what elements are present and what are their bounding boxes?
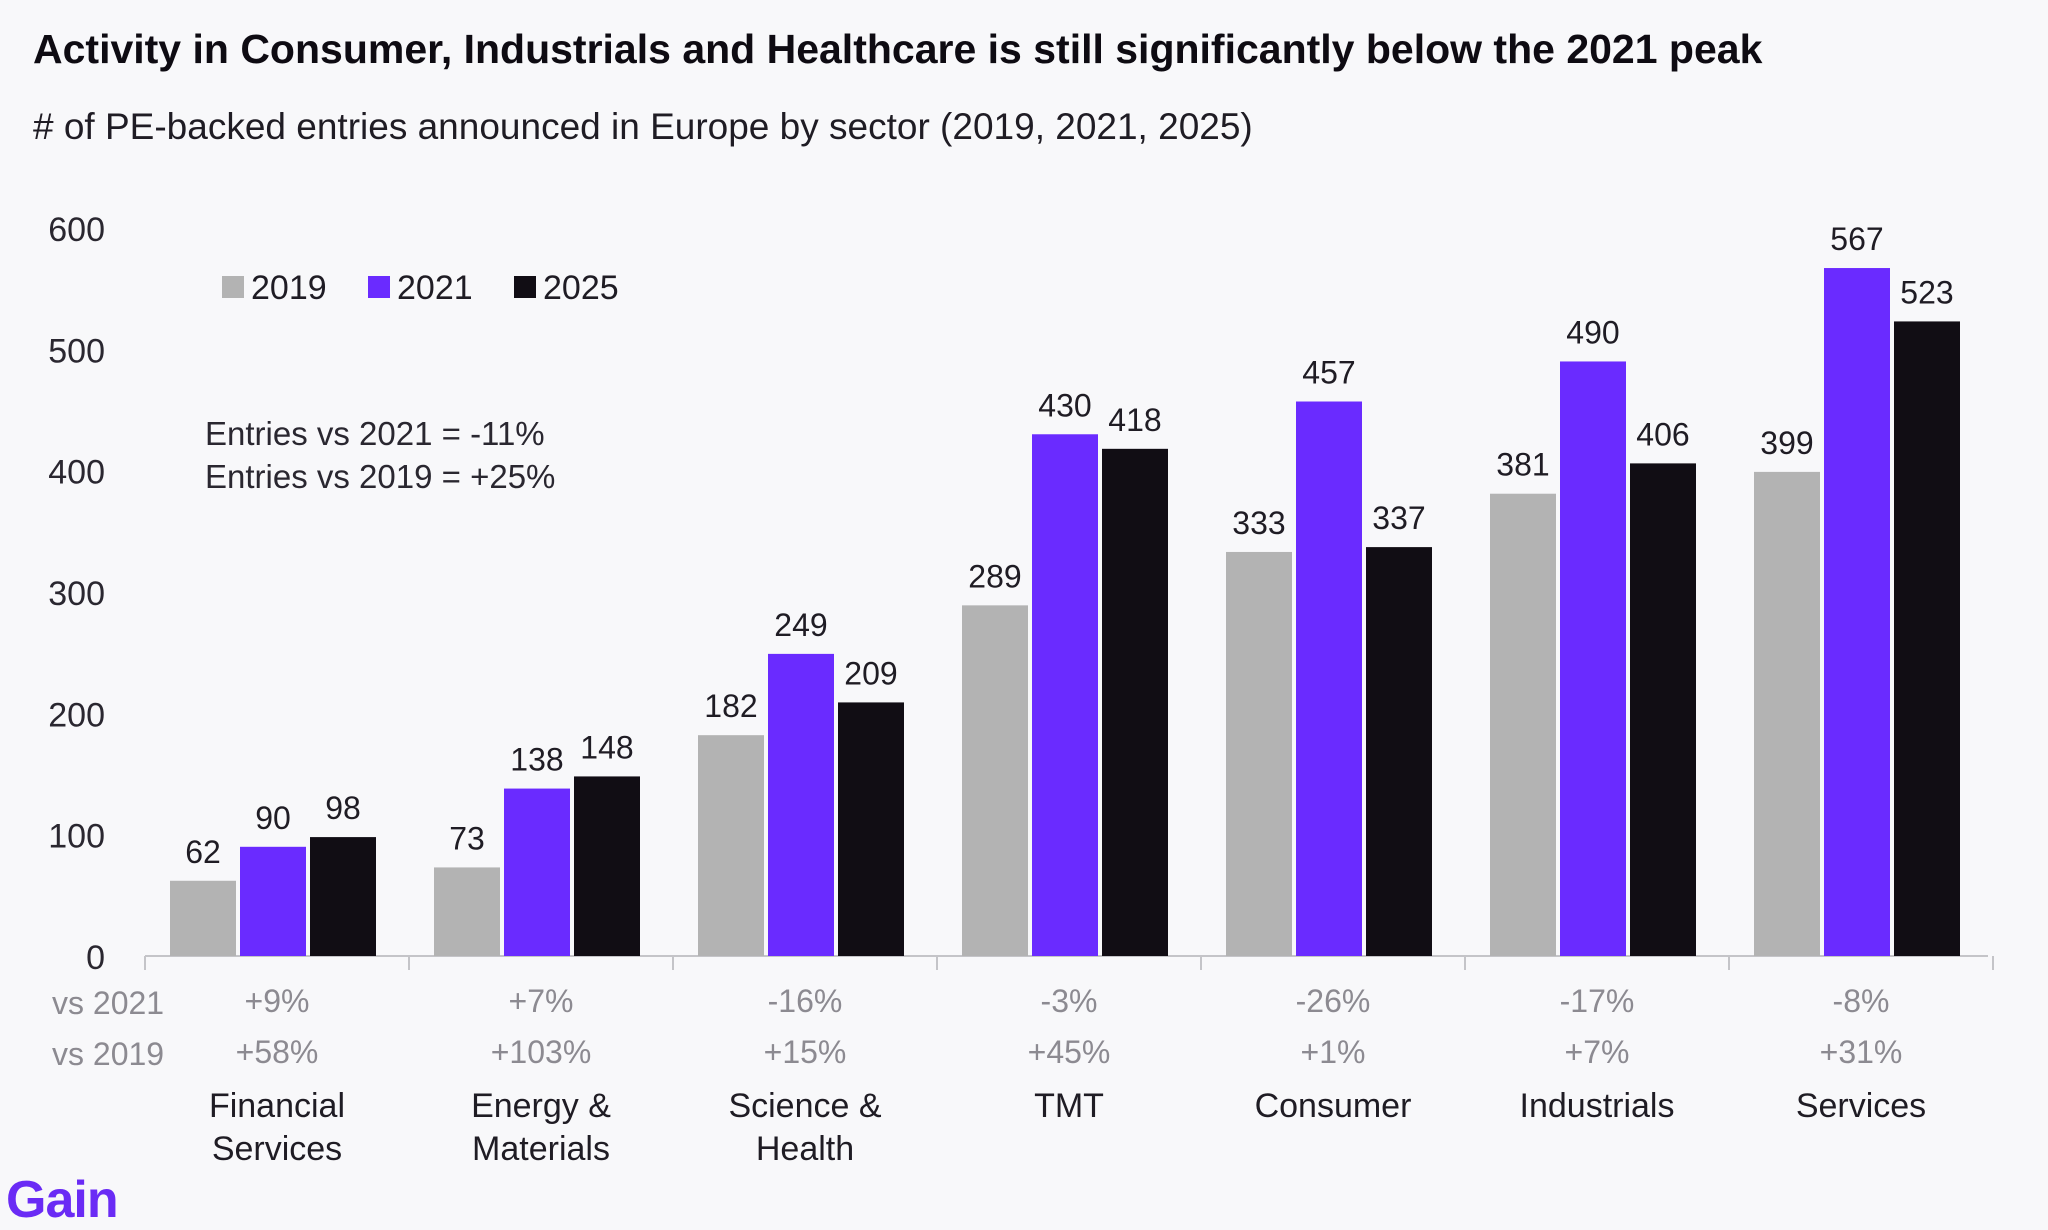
comparison-value: +9% bbox=[245, 983, 310, 1019]
category-label: Consumer bbox=[1255, 1087, 1412, 1125]
category-label: Energy & bbox=[471, 1087, 611, 1125]
category-label: Science & bbox=[728, 1087, 881, 1125]
y-tick-label: 500 bbox=[48, 332, 105, 370]
data-label: 457 bbox=[1302, 355, 1355, 391]
data-label: 62 bbox=[185, 834, 221, 870]
comparison-value: +58% bbox=[236, 1034, 319, 1070]
legend-label: 2019 bbox=[251, 269, 327, 307]
comparison-value: +7% bbox=[1565, 1034, 1630, 1070]
bar-2025 bbox=[1894, 321, 1960, 957]
bar-2019 bbox=[170, 880, 236, 956]
comparison-value: -8% bbox=[1833, 983, 1890, 1019]
legend-swatch-2025 bbox=[514, 276, 536, 298]
bar-2019 bbox=[1490, 493, 1556, 956]
data-label: 209 bbox=[844, 655, 897, 691]
bar-2021 bbox=[1560, 361, 1626, 956]
bar-2021 bbox=[1032, 434, 1098, 956]
data-label: 98 bbox=[325, 790, 361, 826]
y-tick-label: 300 bbox=[48, 575, 105, 613]
bar-2021 bbox=[1824, 268, 1890, 956]
bar-2019 bbox=[698, 735, 764, 956]
category-label: Industrials bbox=[1520, 1087, 1675, 1125]
chart-title: Activity in Consumer, Industrials and He… bbox=[33, 26, 1763, 72]
data-label: 337 bbox=[1372, 500, 1425, 536]
bar-2025 bbox=[574, 776, 640, 956]
summary-annotation: Entries vs 2019 = +25% bbox=[205, 458, 555, 495]
comparison-row-label: vs 2021 bbox=[52, 985, 164, 1021]
data-label: 490 bbox=[1566, 314, 1619, 350]
legend-swatch-2021 bbox=[368, 276, 390, 298]
category-label: Services bbox=[1796, 1087, 1926, 1125]
data-label: 333 bbox=[1232, 505, 1285, 541]
y-tick-label: 100 bbox=[48, 818, 105, 856]
comparison-value: -26% bbox=[1296, 983, 1371, 1019]
comparison-value: +15% bbox=[764, 1034, 847, 1070]
bar-2025 bbox=[310, 837, 376, 956]
y-tick-label: 600 bbox=[48, 211, 105, 249]
comparison-value: +45% bbox=[1028, 1034, 1111, 1070]
data-label: 418 bbox=[1108, 402, 1161, 438]
y-tick-label: 400 bbox=[48, 454, 105, 492]
category-label: Materials bbox=[472, 1130, 610, 1168]
chart-subtitle: # of PE-backed entries announced in Euro… bbox=[33, 106, 1253, 147]
data-label: 406 bbox=[1636, 416, 1689, 452]
bar-2025 bbox=[1630, 463, 1696, 956]
data-label: 399 bbox=[1760, 425, 1813, 461]
gain-logo: Gain bbox=[6, 1171, 119, 1229]
y-tick-label: 0 bbox=[86, 939, 105, 977]
data-label: 567 bbox=[1830, 221, 1883, 257]
bar-2025 bbox=[1102, 448, 1168, 956]
bar-2021 bbox=[504, 788, 570, 956]
data-label: 138 bbox=[510, 742, 563, 778]
bar-2019 bbox=[434, 867, 500, 956]
comparison-value: -17% bbox=[1560, 983, 1635, 1019]
category-label: Services bbox=[212, 1130, 342, 1168]
bar-2025 bbox=[1366, 547, 1432, 956]
summary-annotation: Entries vs 2021 = -11% bbox=[205, 415, 545, 452]
y-tick-label: 200 bbox=[48, 696, 105, 734]
bar-2021 bbox=[1296, 401, 1362, 956]
legend-label: 2025 bbox=[543, 269, 619, 307]
comparison-value: +103% bbox=[491, 1034, 592, 1070]
data-label: 523 bbox=[1900, 274, 1953, 310]
legend-label: 2021 bbox=[397, 269, 473, 307]
comparison-value: +7% bbox=[509, 983, 574, 1019]
comparison-value: +1% bbox=[1301, 1034, 1366, 1070]
comparison-value: -3% bbox=[1041, 983, 1098, 1019]
category-label: TMT bbox=[1034, 1087, 1104, 1125]
data-label: 182 bbox=[704, 688, 757, 724]
data-label: 289 bbox=[968, 558, 1021, 594]
data-label: 381 bbox=[1496, 447, 1549, 483]
data-label: 430 bbox=[1038, 387, 1091, 423]
data-label: 148 bbox=[580, 729, 633, 765]
data-label: 249 bbox=[774, 607, 827, 643]
bar-2019 bbox=[1754, 471, 1820, 956]
comparison-value: -16% bbox=[768, 983, 843, 1019]
data-label: 73 bbox=[449, 820, 485, 856]
comparison-row-label: vs 2019 bbox=[52, 1036, 164, 1072]
category-label: Financial bbox=[209, 1087, 345, 1125]
bar-2019 bbox=[1226, 551, 1292, 956]
legend-swatch-2019 bbox=[222, 276, 244, 298]
comparison-value: +31% bbox=[1820, 1034, 1903, 1070]
bar-2021 bbox=[768, 653, 834, 956]
bar-2019 bbox=[962, 605, 1028, 956]
bar-2025 bbox=[838, 702, 904, 956]
bar-2021 bbox=[240, 846, 306, 956]
data-label: 90 bbox=[255, 800, 291, 836]
category-label: Health bbox=[756, 1130, 854, 1168]
